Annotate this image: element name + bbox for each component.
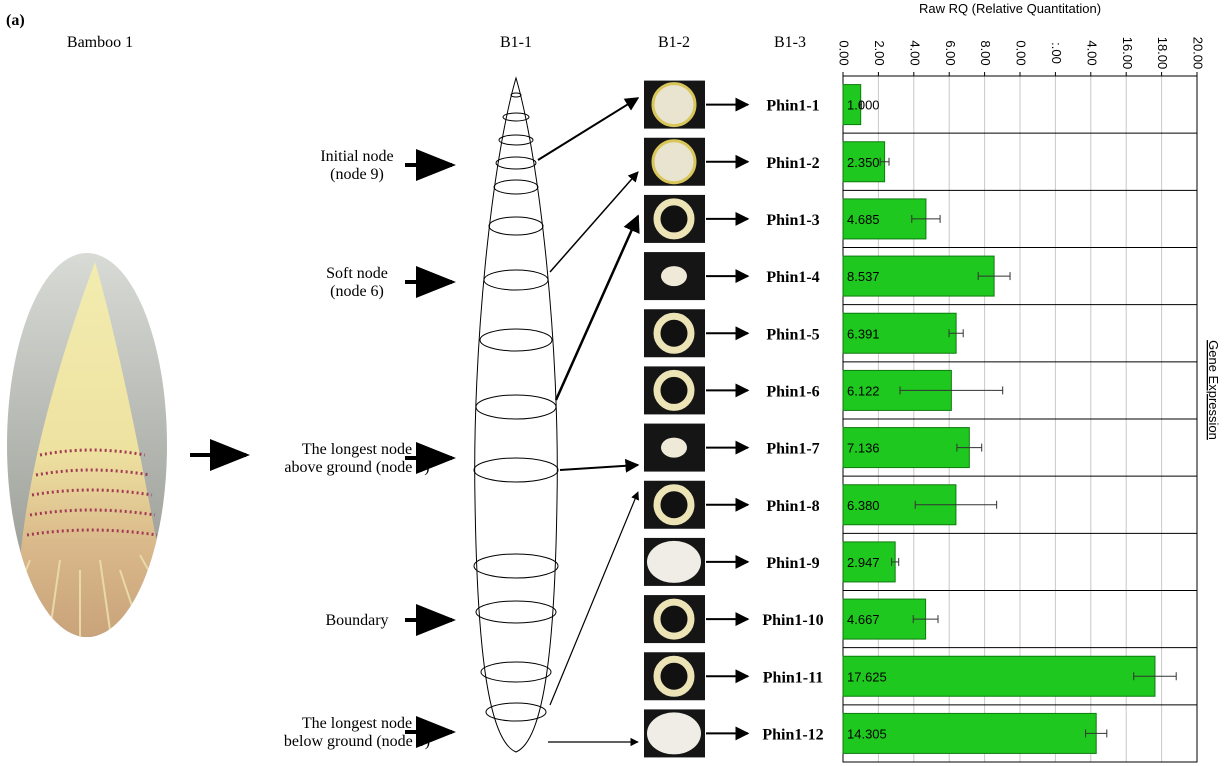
sample-photos	[644, 81, 705, 758]
value-label: 6.122	[847, 383, 880, 398]
value-label: 2.947	[847, 555, 880, 570]
x-tick-label: :.00	[1049, 42, 1064, 64]
cone-diagram	[474, 78, 558, 752]
category-label: Phin1-5	[766, 326, 819, 343]
chart: Raw RQ (Relative Quantitation) Gene Expre…	[706, 1, 1221, 762]
header: B1-1	[500, 34, 532, 51]
x-tick-label: 8.00	[978, 40, 993, 65]
value-label: 14.305	[847, 726, 887, 741]
x-tick-label: 16.00	[1120, 37, 1135, 70]
ring	[657, 202, 691, 236]
ring	[657, 316, 691, 350]
ring	[657, 602, 691, 636]
node-label: The longest node	[302, 441, 412, 458]
disk	[647, 712, 701, 754]
node-label: Soft node	[326, 265, 388, 282]
node-label: (node 6)	[330, 283, 384, 300]
bamboo-photo	[0, 250, 170, 650]
node-label: Initial node	[320, 148, 393, 165]
header: Bamboo 1	[67, 34, 133, 51]
category-label: Phin1-9	[766, 555, 819, 572]
header: B1-2	[658, 34, 690, 51]
category-label: Phin1-7	[766, 441, 819, 458]
node-label: below ground (node 3)	[284, 733, 430, 750]
category-label: Phin1-10	[762, 612, 823, 629]
disk	[653, 84, 695, 126]
x-tick-label: 4.00	[907, 40, 922, 65]
panel-label: (a)	[6, 12, 25, 29]
category-label: Phin1-4	[766, 269, 819, 286]
node-label: The longest node	[302, 715, 412, 732]
x-tick-label: 4.00	[1084, 40, 1099, 65]
value-label: 17.625	[847, 669, 887, 684]
value-label: 1.000	[847, 98, 880, 113]
bar	[843, 656, 1155, 696]
category-label: Phin1-1	[766, 98, 819, 115]
cone-arrows	[538, 98, 638, 742]
blob	[661, 438, 687, 458]
x-tick-label: 20.00	[1191, 37, 1206, 70]
node-labels: Initial node(node 9) Soft node(node 6) The…	[284, 148, 452, 750]
value-label: 4.685	[847, 212, 880, 227]
value-label: 8.537	[847, 269, 880, 284]
node-label: (node 9)	[330, 166, 384, 183]
value-label: 6.391	[847, 326, 880, 341]
value-label: 6.380	[847, 498, 880, 513]
x-tick-label: 6.00	[943, 40, 958, 65]
value-label: 7.136	[847, 441, 880, 456]
category-label: Phin1-11	[763, 669, 823, 686]
category-label: Phin1-2	[766, 155, 819, 172]
category-label: Phin1-3	[766, 212, 819, 229]
value-label: 4.667	[847, 612, 880, 627]
figure: (a) Bamboo 1 B1-1 B1-2 B1-3 Initial node…	[0, 0, 1230, 766]
blob	[661, 266, 687, 286]
x-tick-label: 18.00	[1155, 37, 1170, 70]
disk	[653, 141, 695, 183]
ring	[657, 659, 691, 693]
category-label: Phin1-12	[762, 726, 823, 743]
x-tick-label: 0.00	[1014, 40, 1029, 65]
node-label: above ground (node 3)	[284, 459, 429, 476]
chart-title: Raw RQ (Relative Quantitation)	[919, 1, 1101, 16]
ring	[657, 373, 691, 407]
header: B1-3	[774, 34, 806, 51]
x-tick-label: 0.00	[837, 40, 852, 65]
ring	[657, 488, 691, 522]
category-label: Phin1-6	[766, 383, 819, 400]
x-tick-label: 2.00	[872, 40, 887, 65]
category-label: Phin1-8	[766, 498, 819, 515]
disk	[647, 541, 701, 583]
value-label: 2.350	[847, 155, 880, 170]
node-label: Boundary	[325, 612, 388, 629]
axis-label: Gene Expression	[1206, 340, 1221, 440]
